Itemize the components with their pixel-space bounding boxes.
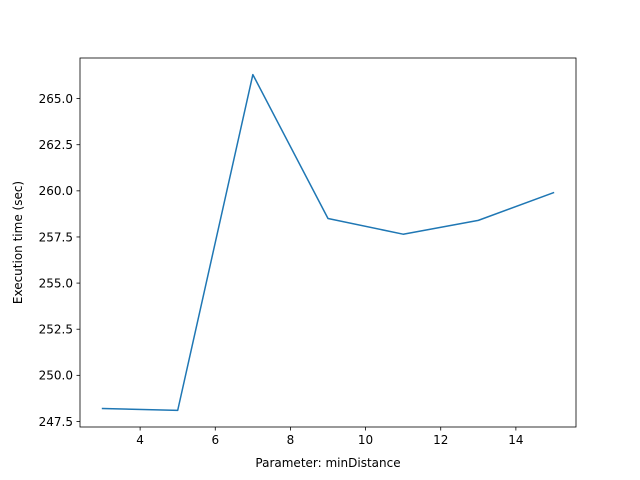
chart-axes: 4 6 8 10 12 14 247.5 250.0 252.5 255.0 257.5 260.0 2… <box>39 92 524 447</box>
x-tick-label: 10 <box>358 433 373 447</box>
y-tick-label: 265.0 <box>39 92 73 106</box>
x-axis-label: Parameter: minDistance <box>255 456 400 470</box>
x-tick-label: 12 <box>433 433 448 447</box>
y-tick-label: 252.5 <box>39 323 73 337</box>
x-tick-label: 4 <box>136 433 144 447</box>
y-tick-label: 260.0 <box>39 184 73 198</box>
chart-marks <box>101 73 555 412</box>
x-tick-label: 8 <box>287 433 295 447</box>
x-tick-label: 14 <box>508 433 523 447</box>
y-axis-label: Execution time (sec) <box>11 181 25 304</box>
x-tick-label: 6 <box>211 433 219 447</box>
series-line <box>101 73 555 412</box>
y-tick-label: 247.5 <box>39 415 73 429</box>
y-tick-label: 255.0 <box>39 276 73 290</box>
plot-area <box>80 58 576 427</box>
y-tick-label: 250.0 <box>39 369 73 383</box>
plot-frame <box>79 57 577 428</box>
y-tick-label: 262.5 <box>39 138 73 152</box>
y-tick-label: 257.5 <box>39 230 73 244</box>
